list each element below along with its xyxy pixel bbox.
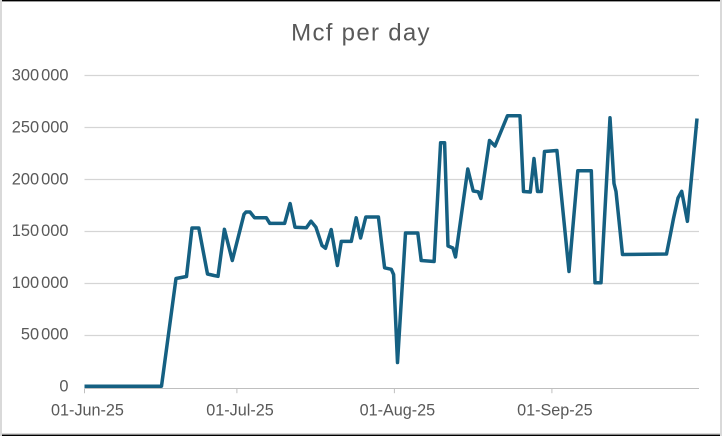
svg-text:0: 0 [59,378,68,396]
svg-text:01-Sep-25: 01-Sep-25 [517,402,593,420]
svg-text:Mcf per day: Mcf per day [291,19,431,46]
svg-text:01-Aug-25: 01-Aug-25 [360,402,436,420]
svg-text:01-Jun-25: 01-Jun-25 [51,402,124,420]
svg-text:01-Jul-25: 01-Jul-25 [206,402,274,420]
